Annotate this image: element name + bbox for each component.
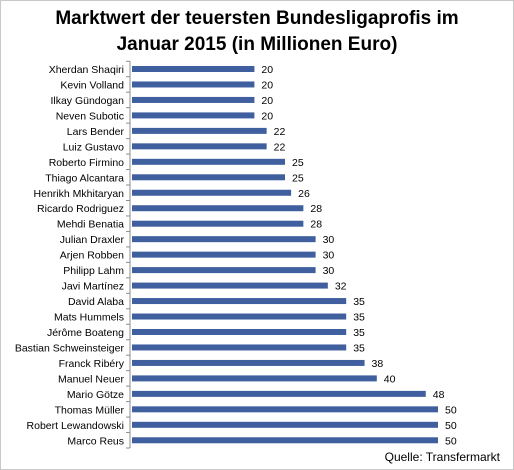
category-label: Luiz Gustavo	[63, 141, 124, 153]
value-label: 30	[323, 265, 335, 277]
category-label: Bastian Schweinsteiger	[15, 342, 125, 354]
category-label: Henrikh Mkhitaryan	[34, 188, 125, 200]
category-label: Xherdan Shaqiri	[49, 64, 124, 76]
source-note: Quelle: Transfermarkt	[384, 450, 500, 464]
value-label: 30	[323, 234, 335, 246]
category-label: Mats Hummels	[54, 312, 124, 324]
value-label: 35	[353, 296, 365, 308]
category-label: Roberto Firmino	[49, 157, 124, 169]
bar	[132, 437, 438, 444]
bar	[132, 390, 426, 397]
value-label: 28	[310, 203, 322, 215]
value-label: 28	[310, 219, 322, 231]
category-label: Philipp Lahm	[63, 265, 124, 277]
value-label: 38	[372, 358, 384, 370]
value-label: 35	[353, 312, 365, 324]
category-label: Franck Ribéry	[59, 358, 125, 370]
category-label: Lars Bender	[67, 126, 125, 138]
bar	[132, 344, 347, 351]
category-label: Ilkay Gündogan	[50, 95, 124, 107]
value-label: 32	[335, 281, 347, 293]
value-label: 25	[292, 172, 304, 184]
category-label: Marco Reus	[67, 435, 124, 447]
bar	[132, 205, 304, 212]
bar	[132, 112, 255, 119]
value-label: 20	[261, 64, 273, 76]
chart-title-line-1: Marktwert der teuersten Bundesligaprofis…	[55, 8, 459, 29]
category-label: Robert Lewandowski	[27, 420, 124, 432]
category-label: Neven Subotic	[56, 110, 124, 122]
value-label: 25	[292, 157, 304, 169]
value-label: 40	[384, 373, 396, 385]
category-label: Jérôme Boateng	[47, 327, 124, 339]
bar	[132, 127, 267, 134]
value-label: 50	[445, 420, 457, 432]
category-label: Mehdi Benatia	[57, 219, 124, 231]
bar	[132, 328, 347, 335]
category-label: Javi Martínez	[62, 281, 124, 293]
bar	[132, 236, 316, 243]
bar	[132, 81, 255, 88]
value-label: 26	[298, 188, 310, 200]
value-label: 48	[433, 389, 445, 401]
value-label: 22	[274, 126, 286, 138]
bar	[132, 421, 438, 428]
bar	[132, 96, 255, 103]
chart-title: Marktwert der teuersten Bundesligaprofis…	[0, 6, 514, 58]
bar	[132, 189, 292, 196]
category-label: Thiago Alcantara	[45, 172, 124, 184]
value-label: 35	[353, 327, 365, 339]
bar	[132, 313, 347, 320]
category-label: Ricardo Rodriguez	[37, 203, 124, 215]
value-label: 22	[274, 141, 286, 153]
chart-title-line-2: Januar 2015 (in Millionen Euro)	[116, 34, 398, 55]
bar	[132, 143, 267, 150]
value-label: 50	[445, 404, 457, 416]
value-label: 20	[261, 79, 273, 91]
bar	[132, 251, 316, 258]
value-label: 20	[261, 95, 273, 107]
category-label: Mario Götze	[67, 389, 124, 401]
category-label: Manuel Neuer	[58, 373, 124, 385]
bar	[132, 174, 285, 181]
category-label: Kevin Volland	[60, 79, 124, 91]
category-label: David Alaba	[68, 296, 124, 308]
value-label: 30	[323, 250, 335, 262]
bar	[132, 406, 438, 413]
bar	[132, 359, 365, 366]
bar	[132, 220, 304, 227]
bar	[132, 158, 285, 165]
bar	[132, 282, 328, 289]
category-label: Arjen Robben	[60, 250, 124, 262]
bar	[132, 66, 255, 72]
value-label: 20	[261, 110, 273, 122]
bar	[132, 375, 377, 382]
bar	[132, 267, 316, 274]
category-label: Thomas Müller	[55, 404, 125, 416]
value-label: 35	[353, 342, 365, 354]
bar	[132, 298, 347, 305]
value-label: 50	[445, 435, 457, 447]
category-label: Julian Draxler	[60, 234, 125, 246]
